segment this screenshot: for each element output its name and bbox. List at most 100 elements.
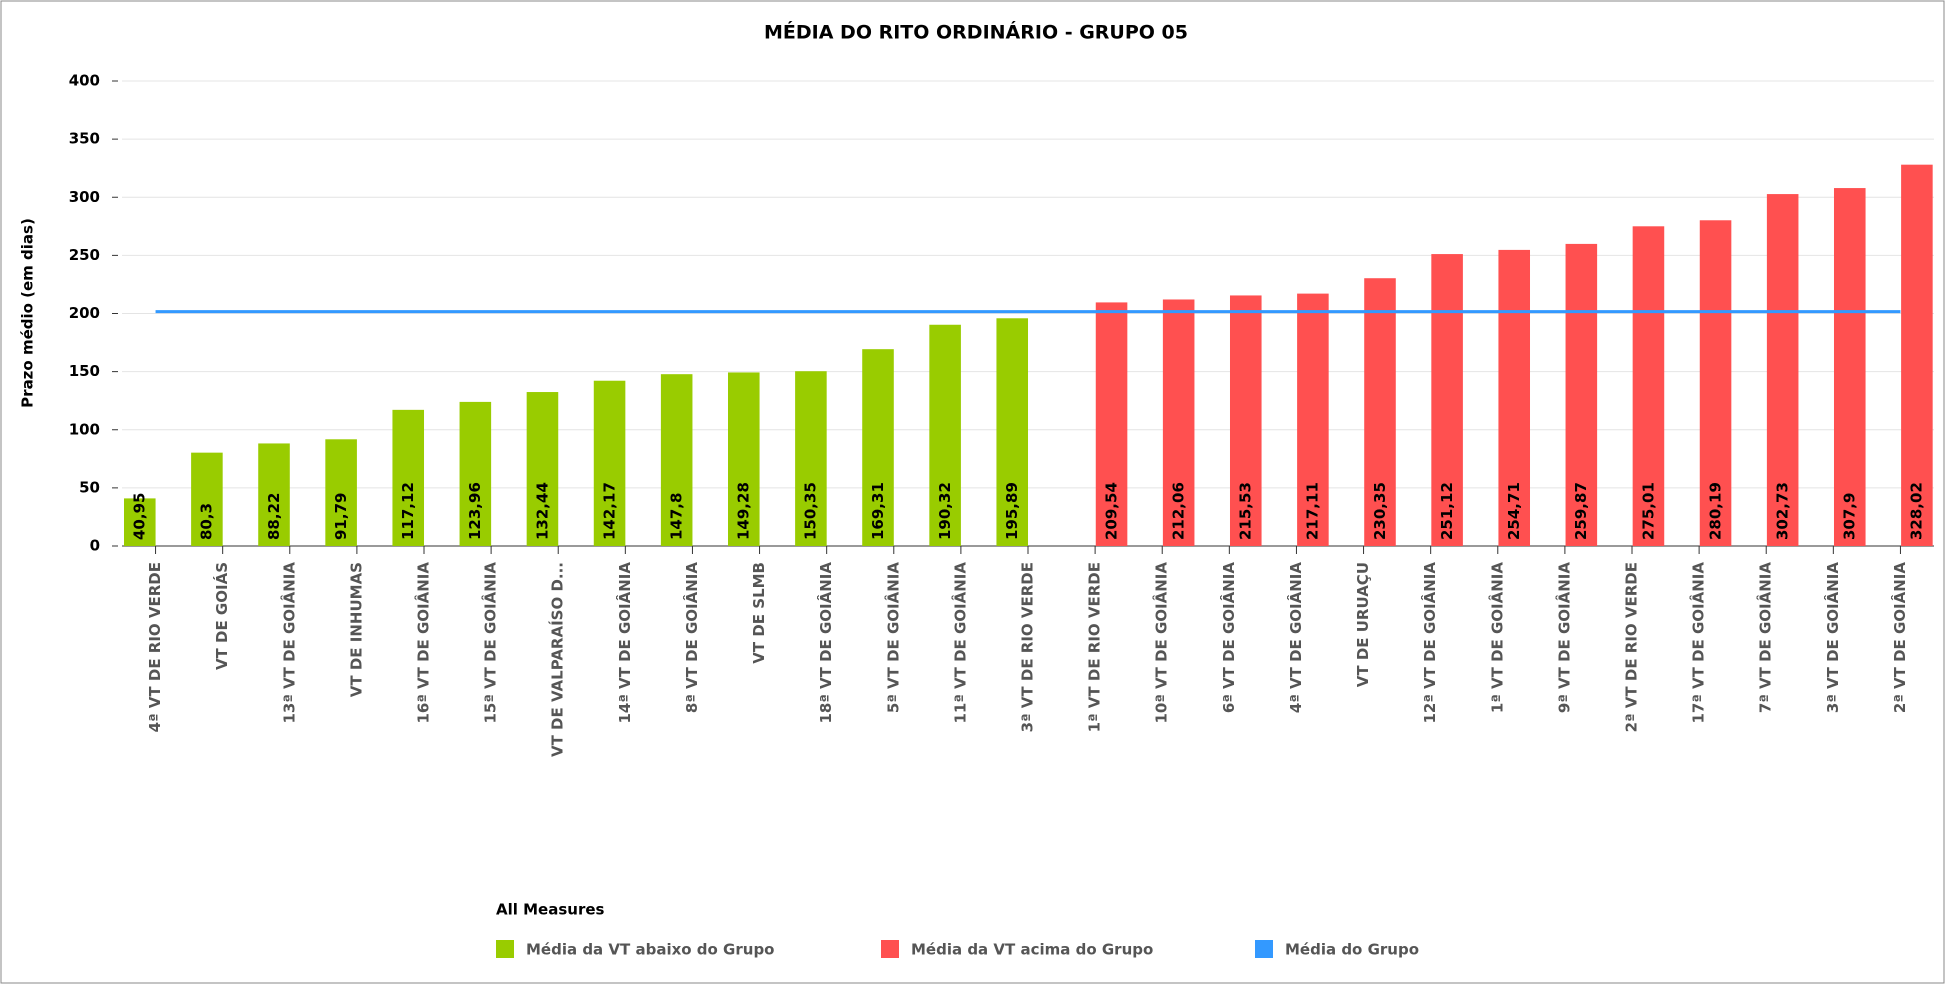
x-tick-label: 9ª VT DE GOIÂNIA (1554, 562, 1573, 713)
data-label: 328,02 (1908, 482, 1926, 540)
bar (1498, 249, 1531, 546)
y-tick-label: 0 (90, 537, 100, 555)
data-label: 91,79 (332, 493, 350, 540)
x-tick-label: 18ª VT DE GOIÂNIA (816, 562, 835, 724)
legend-label: Média da VT acima do Grupo (911, 941, 1153, 959)
data-label: 142,17 (600, 482, 618, 540)
x-tick-label: 2ª VT DE RIO VERDE (1623, 562, 1641, 732)
data-label: 195,89 (1003, 482, 1021, 540)
data-label: 190,32 (936, 482, 954, 540)
bar (392, 409, 425, 546)
x-tick-label: 1ª VT DE RIO VERDE (1086, 562, 1104, 732)
bar (1833, 188, 1866, 546)
bar (1095, 302, 1128, 546)
x-tick-label: 4ª VT DE RIO VERDE (146, 562, 164, 732)
data-label: 215,53 (1237, 482, 1255, 540)
x-tick-label: 17ª VT DE GOIÂNIA (1689, 562, 1708, 724)
bar (526, 392, 559, 546)
y-tick-label: 350 (69, 130, 100, 148)
legend-title: All Measures (496, 901, 605, 919)
bar (1162, 299, 1195, 546)
x-tick-label: 11ª VT DE GOIÂNIA (950, 562, 969, 724)
data-label: 259,87 (1572, 482, 1590, 540)
x-tick-label: 15ª VT DE GOIÂNIA (481, 562, 500, 724)
x-tick-label: 3ª VT DE GOIÂNIA (1823, 562, 1842, 713)
legend-swatch (1255, 940, 1273, 958)
bar (459, 401, 492, 546)
data-label: 169,31 (869, 482, 887, 540)
x-tick-label: 12ª VT DE GOIÂNIA (1420, 562, 1439, 724)
bar (124, 498, 156, 546)
data-label: 149,28 (735, 482, 753, 540)
bar (660, 374, 693, 546)
x-tick-label: 1ª VT DE GOIÂNIA (1487, 562, 1506, 713)
data-label: 275,01 (1639, 482, 1657, 540)
y-tick-label: 150 (69, 362, 100, 380)
x-tick-label: VT DE VALPARAÍSO D... (548, 562, 567, 757)
y-tick-label: 300 (69, 188, 100, 206)
data-label: 147,8 (667, 493, 685, 540)
y-tick-label: 50 (79, 478, 100, 496)
y-tick-label: 200 (69, 304, 100, 322)
legend-label: Média do Grupo (1285, 941, 1419, 959)
bar (1431, 254, 1463, 546)
bar (1364, 278, 1396, 546)
x-tick-label: VT DE SLMB (750, 562, 768, 664)
bar (728, 372, 760, 546)
data-label: 280,19 (1706, 482, 1724, 540)
x-tick-label: 3ª VT DE RIO VERDE (1019, 562, 1037, 732)
data-label: 88,22 (265, 493, 283, 540)
x-tick-label: 13ª VT DE GOIÂNIA (279, 562, 298, 724)
data-label: 307,9 (1841, 493, 1859, 540)
x-tick-label: VT DE URUAÇU (1354, 562, 1372, 687)
bar (1766, 194, 1799, 547)
data-label: 80,3 (198, 503, 216, 540)
y-axis-label: Prazo médio (em dias) (19, 218, 37, 408)
data-label: 230,35 (1371, 482, 1389, 540)
bar (795, 371, 827, 546)
bar (1632, 226, 1665, 546)
data-label: 217,11 (1304, 482, 1322, 540)
data-label: 212,06 (1169, 482, 1187, 540)
x-tick-label: 7ª VT DE GOIÂNIA (1756, 562, 1775, 713)
data-label: 254,71 (1505, 482, 1523, 540)
data-label: 251,12 (1438, 482, 1456, 540)
bar (325, 439, 357, 546)
data-label: 150,35 (802, 482, 820, 540)
x-tick-label: 6ª VT DE GOIÂNIA (1219, 562, 1238, 713)
bar (1901, 164, 1933, 546)
bar (593, 380, 626, 546)
x-tick-label: VT DE INHUMAS (347, 562, 365, 697)
bar (191, 452, 223, 546)
bar (258, 443, 290, 546)
bar (1229, 295, 1262, 546)
x-tick-label: 10ª VT DE GOIÂNIA (1152, 562, 1171, 724)
legend-label: Média da VT abaixo do Grupo (526, 941, 775, 959)
data-label: 40,95 (131, 493, 149, 540)
y-tick-label: 400 (69, 72, 100, 90)
x-tick-label: 14ª VT DE GOIÂNIA (615, 562, 634, 724)
chart-title: MÉDIA DO RITO ORDINÁRIO - GRUPO 05 (764, 21, 1188, 44)
x-tick-label: 16ª VT DE GOIÂNIA (414, 562, 433, 724)
bar (996, 318, 1029, 546)
bar (929, 324, 961, 546)
bar (1565, 243, 1598, 546)
bar (862, 349, 894, 546)
data-label: 209,54 (1102, 482, 1120, 540)
legend-swatch (881, 940, 899, 958)
legend-swatch (496, 940, 514, 958)
x-tick-label: 4ª VT DE GOIÂNIA (1286, 562, 1305, 713)
y-tick-label: 250 (69, 246, 100, 264)
x-tick-label: VT DE GOIÁS (212, 562, 231, 670)
data-label: 132,44 (533, 482, 551, 540)
data-label: 123,96 (466, 482, 484, 540)
x-tick-label: 2ª VT DE GOIÂNIA (1890, 562, 1909, 713)
bar (1297, 293, 1329, 546)
y-tick-label: 100 (69, 420, 100, 438)
data-label: 302,73 (1773, 482, 1791, 540)
bar (1699, 220, 1732, 547)
data-label: 117,12 (399, 482, 417, 540)
